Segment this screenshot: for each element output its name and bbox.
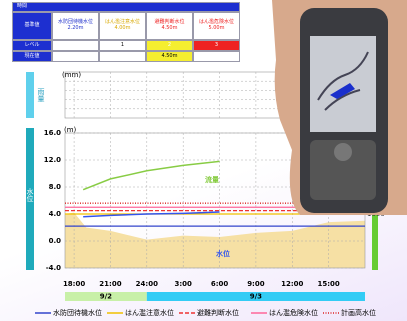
level-label: レベル	[12, 40, 52, 51]
standard-level: 5.00m	[208, 26, 224, 32]
series-label: 水位	[216, 249, 230, 258]
current-cell	[52, 51, 99, 62]
level-cell: 1	[99, 40, 146, 51]
level-cell	[52, 40, 99, 51]
standard-label: 基準値	[12, 12, 52, 40]
legend-label: 計画高水位	[341, 308, 376, 317]
x-tick-label: 6:00	[211, 280, 229, 288]
x-tick-label: 24:00	[136, 280, 158, 288]
y-tick-label: 16.0	[44, 129, 61, 137]
time-label: 時間	[17, 4, 27, 10]
x-tick-label: 3:00	[174, 280, 192, 288]
legend-label: 避難判断水位	[197, 308, 239, 317]
y-tick-label: 0.0	[49, 237, 62, 245]
rain-plot	[65, 72, 365, 118]
standard-level: 4.00m	[114, 26, 130, 32]
screen: 雨量(mm)水位(m)16.012.08.04.00.0-4.0100018:0…	[0, 0, 407, 321]
legend-label: 水防団待機水位	[53, 308, 102, 317]
y-label: 水位	[26, 187, 34, 202]
series-label: 流量	[205, 175, 219, 184]
current-value: 4.50m	[146, 51, 193, 62]
level-cell: 3	[193, 40, 240, 51]
time-row: 時間	[12, 2, 240, 12]
current-label: 現在値	[12, 51, 52, 62]
x-tick-label: 9:00	[247, 280, 265, 288]
date-label: 9/3	[250, 293, 262, 301]
legend-label: はん濫危険水位	[269, 308, 318, 317]
y-tick-label: 8.0	[49, 183, 62, 191]
x-tick-label: 21:00	[99, 280, 121, 288]
y-tick-label: -4.0	[46, 264, 61, 272]
area	[65, 213, 365, 268]
x-tick-label: 18:00	[63, 280, 85, 288]
current-cell	[193, 51, 240, 62]
rain-bar	[26, 72, 34, 118]
current-cell	[99, 51, 146, 62]
level-cell: 2	[146, 40, 193, 51]
x-tick-label: 12:00	[281, 280, 303, 288]
legend-label: はん濫注意水位	[125, 308, 174, 317]
y-tick-label: 4.0	[49, 210, 62, 218]
date-label: 9/2	[100, 293, 112, 301]
standard-level: 4.50m	[161, 26, 177, 32]
rain-label: 雨量	[37, 88, 45, 102]
series-line	[83, 161, 219, 189]
x-tick-label: 15:00	[317, 280, 339, 288]
y-tick-label: 12.0	[44, 156, 61, 164]
flow-bar	[372, 130, 378, 270]
y2-tick-label: 1000	[367, 210, 385, 218]
rain-unit: (mm)	[62, 71, 81, 79]
standard-level: 2.20m	[67, 26, 83, 32]
